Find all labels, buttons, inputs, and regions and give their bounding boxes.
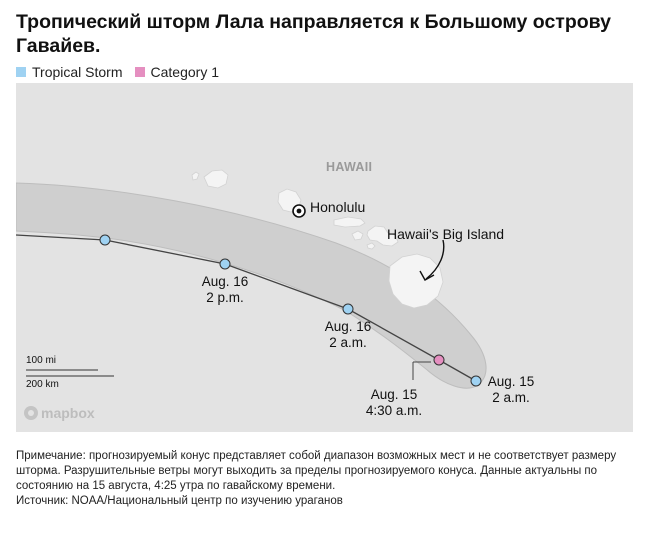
island-lanai xyxy=(351,230,364,241)
point-label-aug15-430am: Aug. 15 4:30 a.m. xyxy=(356,387,432,419)
island-niihau xyxy=(191,171,200,181)
forecast-cone xyxy=(16,182,487,389)
track-point-aug16-2pm[interactable] xyxy=(219,258,231,270)
mapbox-logo-icon xyxy=(24,406,38,420)
point-label-aug16-2am-date: Aug. 16 xyxy=(324,319,372,334)
footnote: Примечание: прогнозируемый конус предста… xyxy=(16,450,617,492)
forecast-track-line xyxy=(16,234,477,382)
point-label-aug15-2am-time: 2 a.m. xyxy=(492,390,530,405)
point-label-aug16-2pm-date: Aug. 16 xyxy=(201,274,249,289)
mapbox-attribution[interactable]: mapbox xyxy=(24,405,95,421)
state-label: HAWAII xyxy=(326,160,373,174)
chart-title: Тропический шторм Лала направляется к Бо… xyxy=(16,11,612,57)
honolulu-marker-icon xyxy=(292,204,306,218)
island-kauai xyxy=(203,169,229,189)
legend-swatch-category-1 xyxy=(134,67,145,77)
legend-label-category-1: Category 1 xyxy=(150,64,219,80)
legend-item-tropical-storm: Tropical Storm xyxy=(16,64,123,80)
mapbox-attribution-text: mapbox xyxy=(41,405,95,421)
legend-label-tropical-storm: Tropical Storm xyxy=(32,64,123,80)
hawaiian-islands xyxy=(191,169,444,309)
point-label-aug15-2am-date: Aug. 15 xyxy=(487,374,535,389)
storm-track-map[interactable]: HAWAII Honolulu Hawaii's Big Island Aug.… xyxy=(16,83,633,432)
point-label-aug15-430am-date: Aug. 15 xyxy=(370,387,418,402)
scale-label-mi: 100 mi xyxy=(26,355,57,366)
big-island-arrow-head-icon xyxy=(419,270,435,281)
source-note: Источник: NOAA/Национальный центр по изу… xyxy=(16,495,343,507)
point-label-aug16-2pm-time: 2 p.m. xyxy=(206,290,244,305)
honolulu-label: Honolulu xyxy=(310,199,366,215)
island-kahoolawe xyxy=(366,242,376,250)
track-point-0[interactable] xyxy=(99,234,111,246)
scale-label-km: 200 km xyxy=(26,379,59,390)
point-label-aug15-2am: Aug. 15 2 a.m. xyxy=(482,374,540,406)
point-label-aug15-430am-time: 4:30 a.m. xyxy=(365,403,423,418)
map-canvas xyxy=(16,169,487,389)
island-big-island xyxy=(388,253,444,309)
island-maui xyxy=(366,225,399,247)
track-point-aug15-2am[interactable] xyxy=(470,375,482,387)
point-label-aug16-2pm: Aug. 16 2 p.m. xyxy=(192,274,258,306)
point-label-aug16-2am: Aug. 16 2 a.m. xyxy=(315,319,381,351)
point-label-aug16-2am-time: 2 a.m. xyxy=(329,335,367,350)
track-point-aug16-2am[interactable] xyxy=(342,303,354,315)
big-island-label: Hawaii's Big Island xyxy=(387,226,505,242)
island-molokai xyxy=(333,216,366,228)
legend-item-category-1: Category 1 xyxy=(134,64,219,80)
big-island-arrow-icon xyxy=(425,239,445,280)
legend-swatch-tropical-storm xyxy=(16,67,26,77)
legend: Tropical Storm Category 1 xyxy=(16,63,231,81)
track-point-aug15-430am[interactable] xyxy=(433,354,445,366)
